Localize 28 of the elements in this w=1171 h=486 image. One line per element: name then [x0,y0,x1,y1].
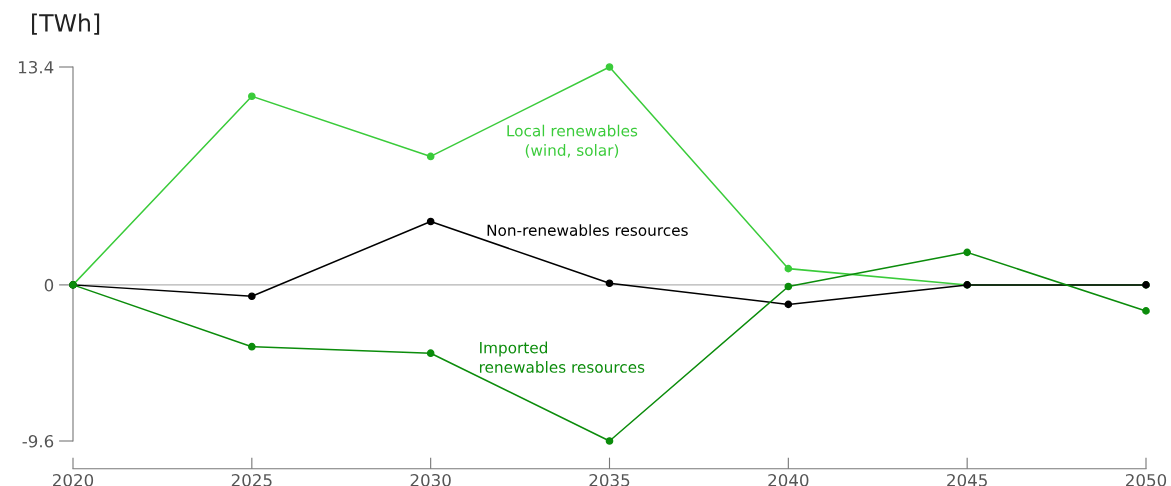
x-tick-label: 2030 [410,473,451,486]
point [426,217,435,226]
point [963,248,971,257]
point [248,292,256,301]
point [784,300,793,309]
chart-subtitle: [TWh] [32,13,100,35]
y-tick-label: -9.6 [22,434,54,448]
point [605,63,614,71]
x-tick-label: 2050 [1126,473,1167,486]
point [605,437,614,445]
point [784,282,793,291]
x-tick-label: 2035 [589,473,630,486]
x-tick-label: 2020 [53,473,94,486]
series-label: Local renewables (wind, solar) [507,124,638,158]
x-tick-label: 2025 [231,473,272,486]
x-tick-label: 2040 [768,473,809,486]
series-label: Imported renewables resources [479,341,645,373]
x-tick-label: 2045 [947,473,987,486]
point [426,152,435,161]
point [1142,307,1150,315]
point [248,92,256,101]
series-label: Non-renewables resources [487,224,688,236]
point [784,264,793,273]
point [605,279,614,288]
y-tick-label: 0 [44,278,54,292]
point [248,342,256,351]
y-tick-label: 13.4 [18,60,54,74]
point [426,349,435,358]
